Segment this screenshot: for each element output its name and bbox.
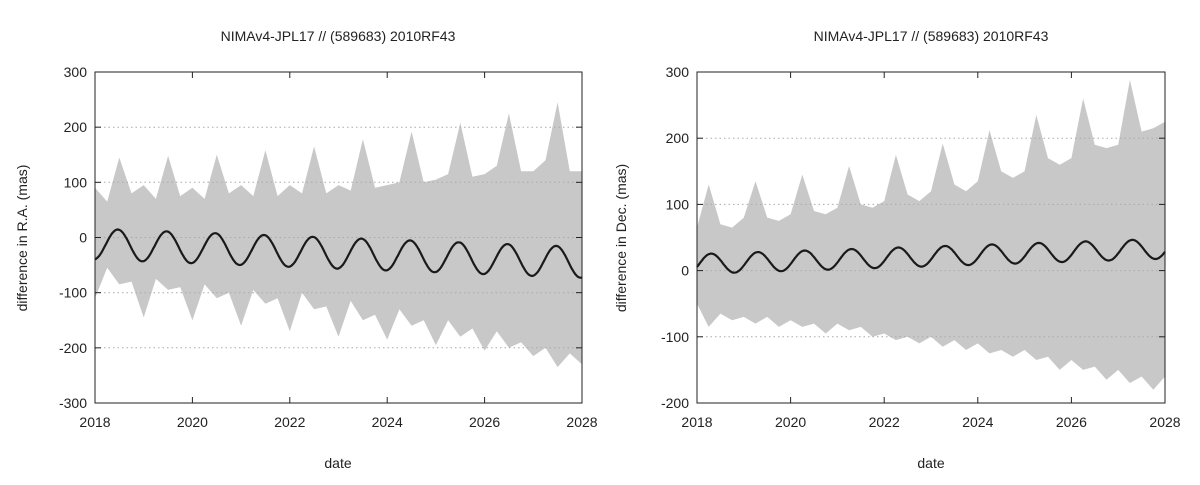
x-tick-label: 2028 (566, 414, 597, 430)
ra-difference-chart: NIMAv4-JPL17 // (589683) 2010RF43 differ… (14, 28, 598, 471)
y-axis-label: difference in R.A. (mas) (14, 165, 30, 312)
y-tick-label: 100 (64, 174, 88, 190)
x-tick-label: 2018 (681, 414, 712, 430)
x-tick-label: 2020 (775, 414, 806, 430)
y-axis-label: difference in Dec. (mas) (613, 164, 629, 312)
y-tick-label: 100 (666, 196, 690, 212)
y-tick-label: -100 (59, 285, 87, 301)
x-tick-label: 2026 (469, 414, 500, 430)
y-tick-label: 200 (64, 119, 88, 135)
y-tick-label: 300 (666, 64, 690, 80)
x-tick-label: 2024 (962, 414, 993, 430)
x-tick-label: 2024 (372, 414, 403, 430)
y-tick-label: -200 (59, 340, 87, 356)
y-tick-label: -200 (661, 395, 689, 411)
y-tick-label: 200 (666, 130, 690, 146)
x-tick-label: 2022 (274, 414, 305, 430)
dec-difference-chart: NIMAv4-JPL17 // (589683) 2010RF43 differ… (613, 28, 1181, 471)
x-axis-label: date (917, 455, 944, 471)
uncertainty-band (95, 102, 582, 368)
plot-frame (696, 71, 1166, 404)
y-tick-label: 300 (64, 64, 88, 80)
x-tick-label: 2022 (869, 414, 900, 430)
x-tick-label: 2018 (79, 414, 110, 430)
chart-title: NIMAv4-JPL17 // (589683) 2010RF43 (814, 28, 1049, 44)
y-tick-label: 0 (681, 263, 689, 279)
uncertainty-band (697, 79, 1165, 390)
difference-line (696, 238, 1166, 274)
y-tick-label: -100 (661, 329, 689, 345)
x-tick-label: 2026 (1056, 414, 1087, 430)
y-tick-label: 0 (79, 230, 87, 246)
x-tick-label: 2020 (177, 414, 208, 430)
chart-title: NIMAv4-JPL17 // (589683) 2010RF43 (221, 28, 456, 44)
difference-line (94, 228, 583, 279)
x-tick-label: 2028 (1149, 414, 1180, 430)
y-tick-label: -300 (59, 395, 87, 411)
x-axis-label: date (324, 455, 351, 471)
